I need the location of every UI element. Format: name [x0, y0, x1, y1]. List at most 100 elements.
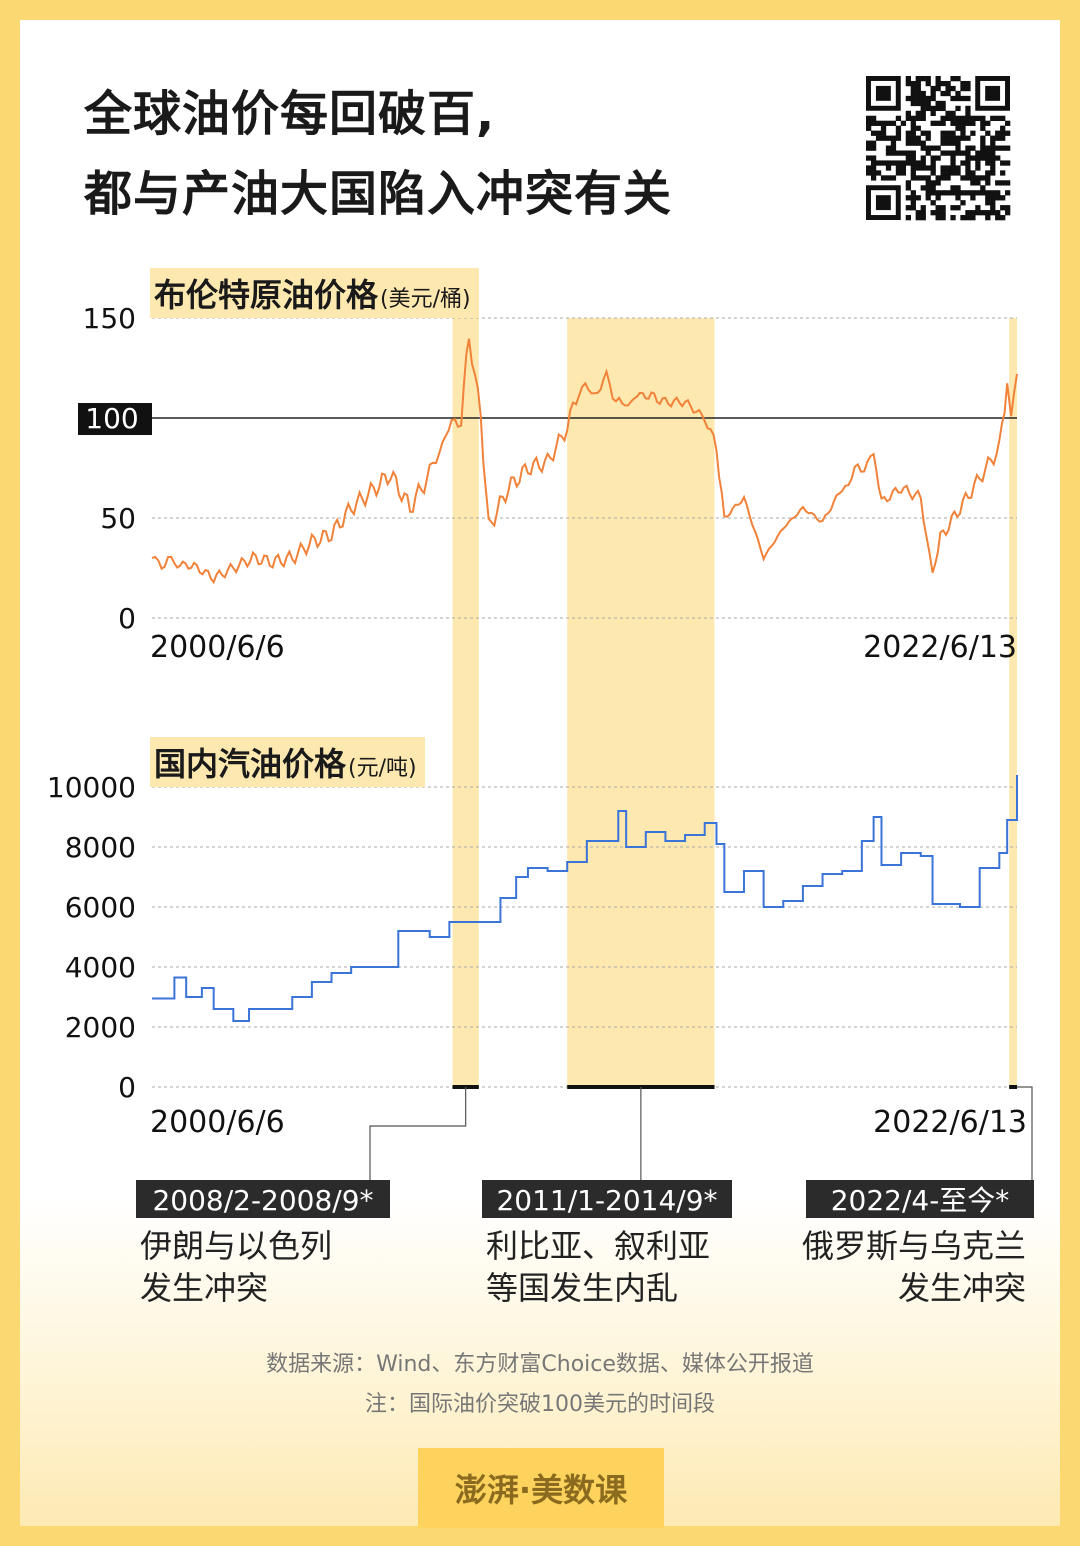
period-desc-2-a: 利比亚、叙利亚 — [486, 1227, 710, 1265]
qr-module — [995, 145, 1001, 151]
qr-module — [955, 120, 961, 126]
qr-module — [885, 120, 892, 126]
qr-module — [890, 140, 897, 146]
qr-module — [965, 215, 971, 221]
qr-module — [980, 145, 986, 151]
qr-module — [870, 170, 877, 176]
qr-module — [980, 115, 986, 121]
qr-module — [920, 140, 926, 146]
qr-module — [895, 130, 902, 136]
qr-module — [960, 150, 966, 156]
qr-module — [995, 190, 1001, 196]
qr-module — [905, 140, 911, 146]
qr-module — [1005, 160, 1011, 166]
qr-module — [940, 150, 946, 156]
qr-module — [885, 145, 892, 151]
gasoline-x-end: 2022/6/13 — [873, 1105, 1027, 1140]
qr-module — [920, 145, 926, 151]
qr-module — [955, 195, 961, 201]
qr-module — [915, 160, 921, 166]
qr-module — [960, 135, 966, 141]
qr-module — [955, 185, 961, 191]
qr-module — [970, 145, 976, 151]
qr-module — [910, 195, 916, 201]
qr-module — [925, 100, 931, 107]
qr-module — [910, 175, 916, 181]
qr-module — [895, 115, 902, 121]
qr-module — [965, 110, 971, 117]
qr-module — [930, 110, 936, 117]
qr-module — [900, 150, 907, 156]
qr-module — [985, 120, 991, 126]
brent-unit-text: (美元/桶) — [380, 287, 471, 312]
qr-module — [930, 200, 936, 206]
qr-module — [920, 90, 926, 97]
qr-module — [900, 170, 907, 176]
qr-module — [900, 120, 907, 126]
qr-module — [965, 115, 971, 121]
period-desc-3-b: 发生冲突 — [898, 1269, 1026, 1307]
qr-module — [1000, 160, 1006, 166]
qr-module — [1000, 115, 1006, 121]
qr-module — [995, 210, 1001, 216]
qr-module — [930, 160, 936, 166]
qr-module — [905, 160, 911, 166]
qr-module — [945, 85, 951, 92]
period-desc-1-a: 伊朗与以色列 — [140, 1227, 332, 1265]
qr-module — [985, 200, 991, 206]
qr-module — [965, 190, 971, 196]
qr-module — [985, 145, 991, 151]
qr-module — [990, 190, 996, 196]
qr-module — [950, 135, 956, 141]
qr-module — [940, 100, 946, 107]
qr-finder-core — [875, 85, 891, 101]
qr-module — [935, 76, 941, 82]
qr-finder-core — [985, 85, 1001, 101]
qr-module — [880, 125, 887, 131]
qr-module — [960, 215, 966, 221]
qr-module — [915, 90, 921, 97]
qr-module — [875, 120, 882, 126]
qr-module — [890, 150, 897, 156]
qr-module — [980, 175, 986, 181]
qr-module — [895, 150, 902, 156]
qr-module — [1000, 145, 1006, 151]
highlight-band-1 — [452, 318, 479, 1087]
qr-module — [940, 190, 946, 196]
gasoline-grid: 10000 8000 6000 4000 2000 0 2000/6/6 2022/6/13 — [47, 771, 1027, 1140]
qr-module — [915, 215, 921, 221]
qr-module — [950, 170, 956, 176]
qr-module — [870, 160, 877, 166]
qr-module — [870, 130, 877, 136]
highlight-bands — [452, 318, 1017, 1087]
qr-module — [1000, 215, 1006, 221]
qr-module — [1005, 120, 1011, 126]
qr-module — [870, 165, 877, 171]
qr-finder-core — [875, 195, 891, 211]
qr-module — [950, 76, 956, 82]
gasoline-tick-label: 8000 — [65, 831, 136, 864]
qr-module — [920, 215, 926, 221]
qr-module — [965, 150, 971, 156]
gasoline-tick-label: 10000 — [47, 771, 136, 804]
qr-module — [910, 165, 916, 171]
qr-module — [975, 115, 981, 121]
qr-module — [960, 190, 966, 196]
qr-module — [945, 80, 951, 87]
qr-module — [866, 125, 872, 131]
qr-module — [990, 205, 996, 211]
qr-module — [925, 130, 931, 136]
qr-module — [910, 95, 916, 102]
qr-module — [935, 210, 941, 216]
qr-module — [925, 195, 931, 201]
qr-module — [985, 130, 991, 136]
qr-module — [880, 135, 887, 141]
qr-module — [875, 130, 882, 136]
qr-module — [980, 125, 986, 131]
qr-module — [970, 170, 976, 176]
qr-module — [915, 125, 921, 131]
qr-module — [930, 170, 936, 176]
qr-module — [950, 155, 956, 161]
qr-module — [1005, 180, 1011, 186]
